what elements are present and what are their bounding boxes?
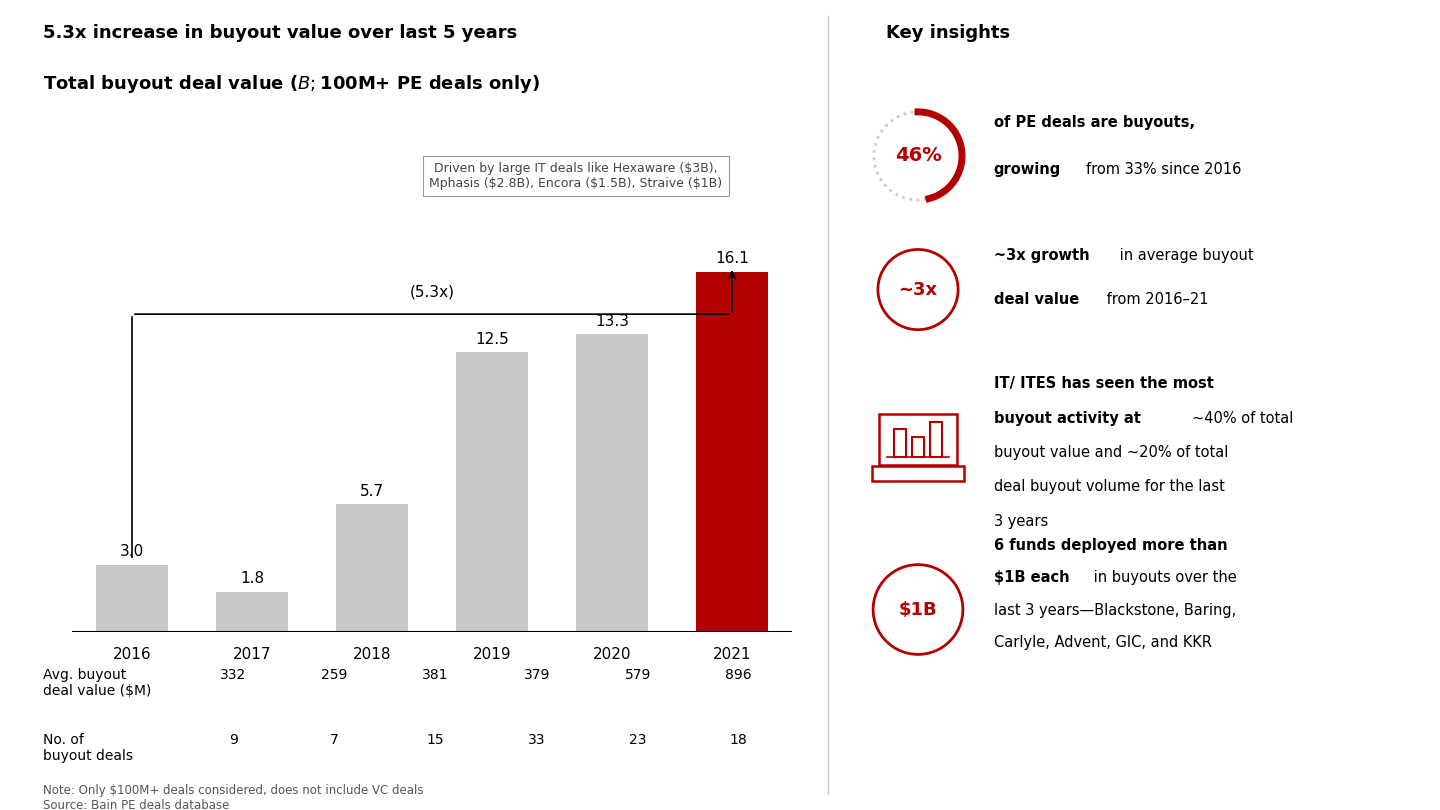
Text: 2019: 2019 (472, 647, 511, 663)
Text: 18: 18 (730, 733, 747, 747)
Bar (96, 565, 168, 632)
Text: 5.7: 5.7 (360, 484, 384, 499)
Text: of PE deals are buyouts,: of PE deals are buyouts, (994, 115, 1195, 130)
Text: No. of
buyout deals: No. of buyout deals (43, 733, 132, 763)
Text: 23: 23 (629, 733, 647, 747)
Text: ~40% of total: ~40% of total (1192, 411, 1293, 425)
Text: $1B: $1B (899, 600, 937, 619)
Text: 579: 579 (625, 668, 651, 682)
Text: last 3 years—Blackstone, Baring,: last 3 years—Blackstone, Baring, (994, 603, 1236, 618)
Text: buyout value and ~20% of total: buyout value and ~20% of total (994, 445, 1228, 460)
Text: Note: Only $100M+ deals considered, does not include VC deals
Source: Bain PE de: Note: Only $100M+ deals considered, does… (43, 784, 423, 810)
Bar (930, 421, 943, 457)
Text: 12.5: 12.5 (475, 331, 508, 347)
Text: 3.0: 3.0 (120, 544, 144, 559)
Text: in average buyout: in average buyout (1115, 248, 1253, 263)
Bar (893, 428, 906, 457)
Text: 46%: 46% (894, 147, 942, 165)
Text: 9: 9 (229, 733, 238, 747)
Text: 15: 15 (426, 733, 444, 747)
Text: buyout activity at: buyout activity at (994, 411, 1140, 425)
Text: 2021: 2021 (713, 647, 752, 663)
Text: 5.3x increase in buyout value over last 5 years: 5.3x increase in buyout value over last … (43, 24, 517, 42)
Text: 7: 7 (330, 733, 338, 747)
Text: 1.8: 1.8 (240, 571, 264, 586)
Text: 896: 896 (726, 668, 752, 682)
Text: Total buyout deal value ($B; $100M+ PE deals only): Total buyout deal value ($B; $100M+ PE d… (43, 73, 540, 95)
Text: 3 years: 3 years (994, 514, 1048, 529)
Text: 2020: 2020 (593, 647, 631, 663)
Bar (216, 591, 288, 632)
Bar (912, 437, 924, 457)
Text: 332: 332 (220, 668, 246, 682)
Text: 16.1: 16.1 (716, 251, 749, 266)
Text: 6 funds deployed more than: 6 funds deployed more than (994, 538, 1227, 552)
Text: deal value: deal value (994, 292, 1079, 307)
Text: IT/ ITES has seen the most: IT/ ITES has seen the most (994, 376, 1214, 391)
Text: $1B each: $1B each (994, 570, 1070, 586)
Text: 2017: 2017 (233, 647, 271, 663)
Text: deal buyout volume for the last: deal buyout volume for the last (994, 480, 1224, 494)
Bar (696, 271, 768, 632)
Text: (5.3x): (5.3x) (409, 284, 455, 299)
Text: 13.3: 13.3 (595, 313, 629, 329)
Text: ~3x: ~3x (899, 280, 937, 299)
Text: 259: 259 (321, 668, 347, 682)
Text: 2016: 2016 (112, 647, 151, 663)
Bar (336, 505, 408, 632)
Text: ~3x growth: ~3x growth (994, 248, 1089, 263)
Text: from 2016–21: from 2016–21 (1102, 292, 1208, 307)
Text: 379: 379 (524, 668, 550, 682)
Text: 33: 33 (528, 733, 546, 747)
Text: growing: growing (994, 162, 1061, 177)
Text: from 33% since 2016: from 33% since 2016 (1086, 162, 1241, 177)
Text: 2018: 2018 (353, 647, 392, 663)
Bar (576, 335, 648, 632)
Text: Avg. buyout
deal value ($M): Avg. buyout deal value ($M) (43, 668, 151, 698)
Text: in buyouts over the: in buyouts over the (1089, 570, 1237, 586)
Text: 381: 381 (422, 668, 448, 682)
Text: Carlyle, Advent, GIC, and KKR: Carlyle, Advent, GIC, and KKR (994, 635, 1211, 650)
Bar (456, 352, 528, 632)
Text: Driven by large IT deals like Hexaware ($3B),
Mphasis ($2.8B), Encora ($1.5B), S: Driven by large IT deals like Hexaware (… (429, 162, 723, 190)
Text: Key insights: Key insights (886, 24, 1009, 42)
